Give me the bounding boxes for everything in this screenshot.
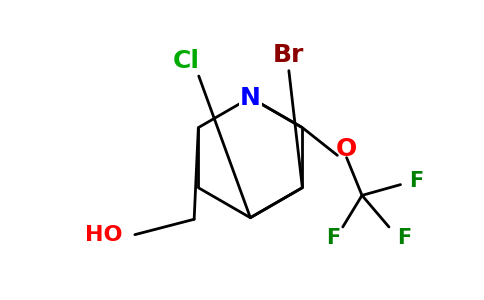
Text: N: N — [240, 85, 261, 109]
Text: F: F — [397, 228, 411, 248]
Text: F: F — [409, 171, 423, 191]
Text: Cl: Cl — [173, 49, 200, 73]
Text: O: O — [336, 137, 357, 161]
Text: F: F — [326, 228, 340, 248]
Text: Br: Br — [273, 43, 304, 67]
Text: HO: HO — [85, 225, 123, 245]
